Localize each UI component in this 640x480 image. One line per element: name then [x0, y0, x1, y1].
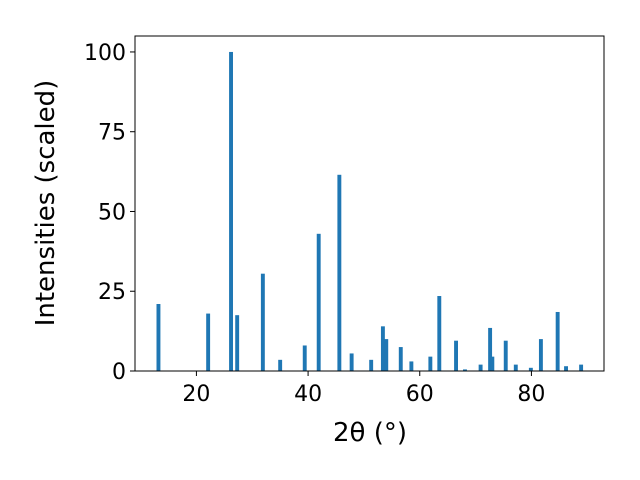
- x-tick-label: 60: [406, 382, 434, 407]
- bar-18: [454, 340, 458, 371]
- x-tick-label: 40: [294, 382, 322, 407]
- x-tick-label: 20: [182, 382, 210, 407]
- y-axis-label: Intensities (scaled): [31, 80, 61, 327]
- y-tick-label: 0: [112, 360, 126, 385]
- bar-17: [437, 296, 442, 371]
- bar-13: [384, 339, 389, 371]
- y-tick-label: 100: [84, 41, 126, 66]
- bar-19: [463, 369, 467, 371]
- bar-27: [555, 311, 560, 371]
- bar-20: [478, 364, 483, 371]
- bar-28: [564, 366, 568, 371]
- bar-23: [503, 340, 508, 371]
- bar-4: [235, 315, 240, 371]
- plot-frame: [134, 35, 605, 372]
- bar-11: [369, 359, 374, 371]
- bar-24: [513, 364, 518, 371]
- y-tick-label: 50: [98, 200, 126, 225]
- bar-10: [349, 353, 354, 371]
- bar-1: [156, 304, 161, 371]
- bar-14: [398, 347, 403, 371]
- y-tick-label: 25: [98, 280, 126, 305]
- bar-6: [278, 359, 283, 371]
- bar-16: [428, 356, 433, 371]
- bar-8: [316, 233, 321, 371]
- bar-15: [409, 361, 414, 371]
- y-tick-label: 75: [98, 121, 126, 146]
- x-axis-label: 2θ (°): [333, 418, 407, 448]
- bar-series: [156, 51, 584, 371]
- bar-12: [380, 326, 385, 371]
- bar-25: [528, 367, 533, 371]
- bar-21: [488, 327, 493, 371]
- bar-22: [490, 356, 495, 371]
- bar-3: [229, 51, 233, 371]
- axis-ticks: 20 40 60 80 0 25 50 75 100: [84, 41, 545, 407]
- bar-29: [579, 364, 584, 371]
- bar-9: [337, 174, 342, 371]
- bar-26: [538, 339, 543, 371]
- x-tick-label: 80: [517, 382, 545, 407]
- bar-7: [302, 345, 307, 371]
- bar-2: [206, 313, 211, 371]
- bar-5: [260, 273, 265, 371]
